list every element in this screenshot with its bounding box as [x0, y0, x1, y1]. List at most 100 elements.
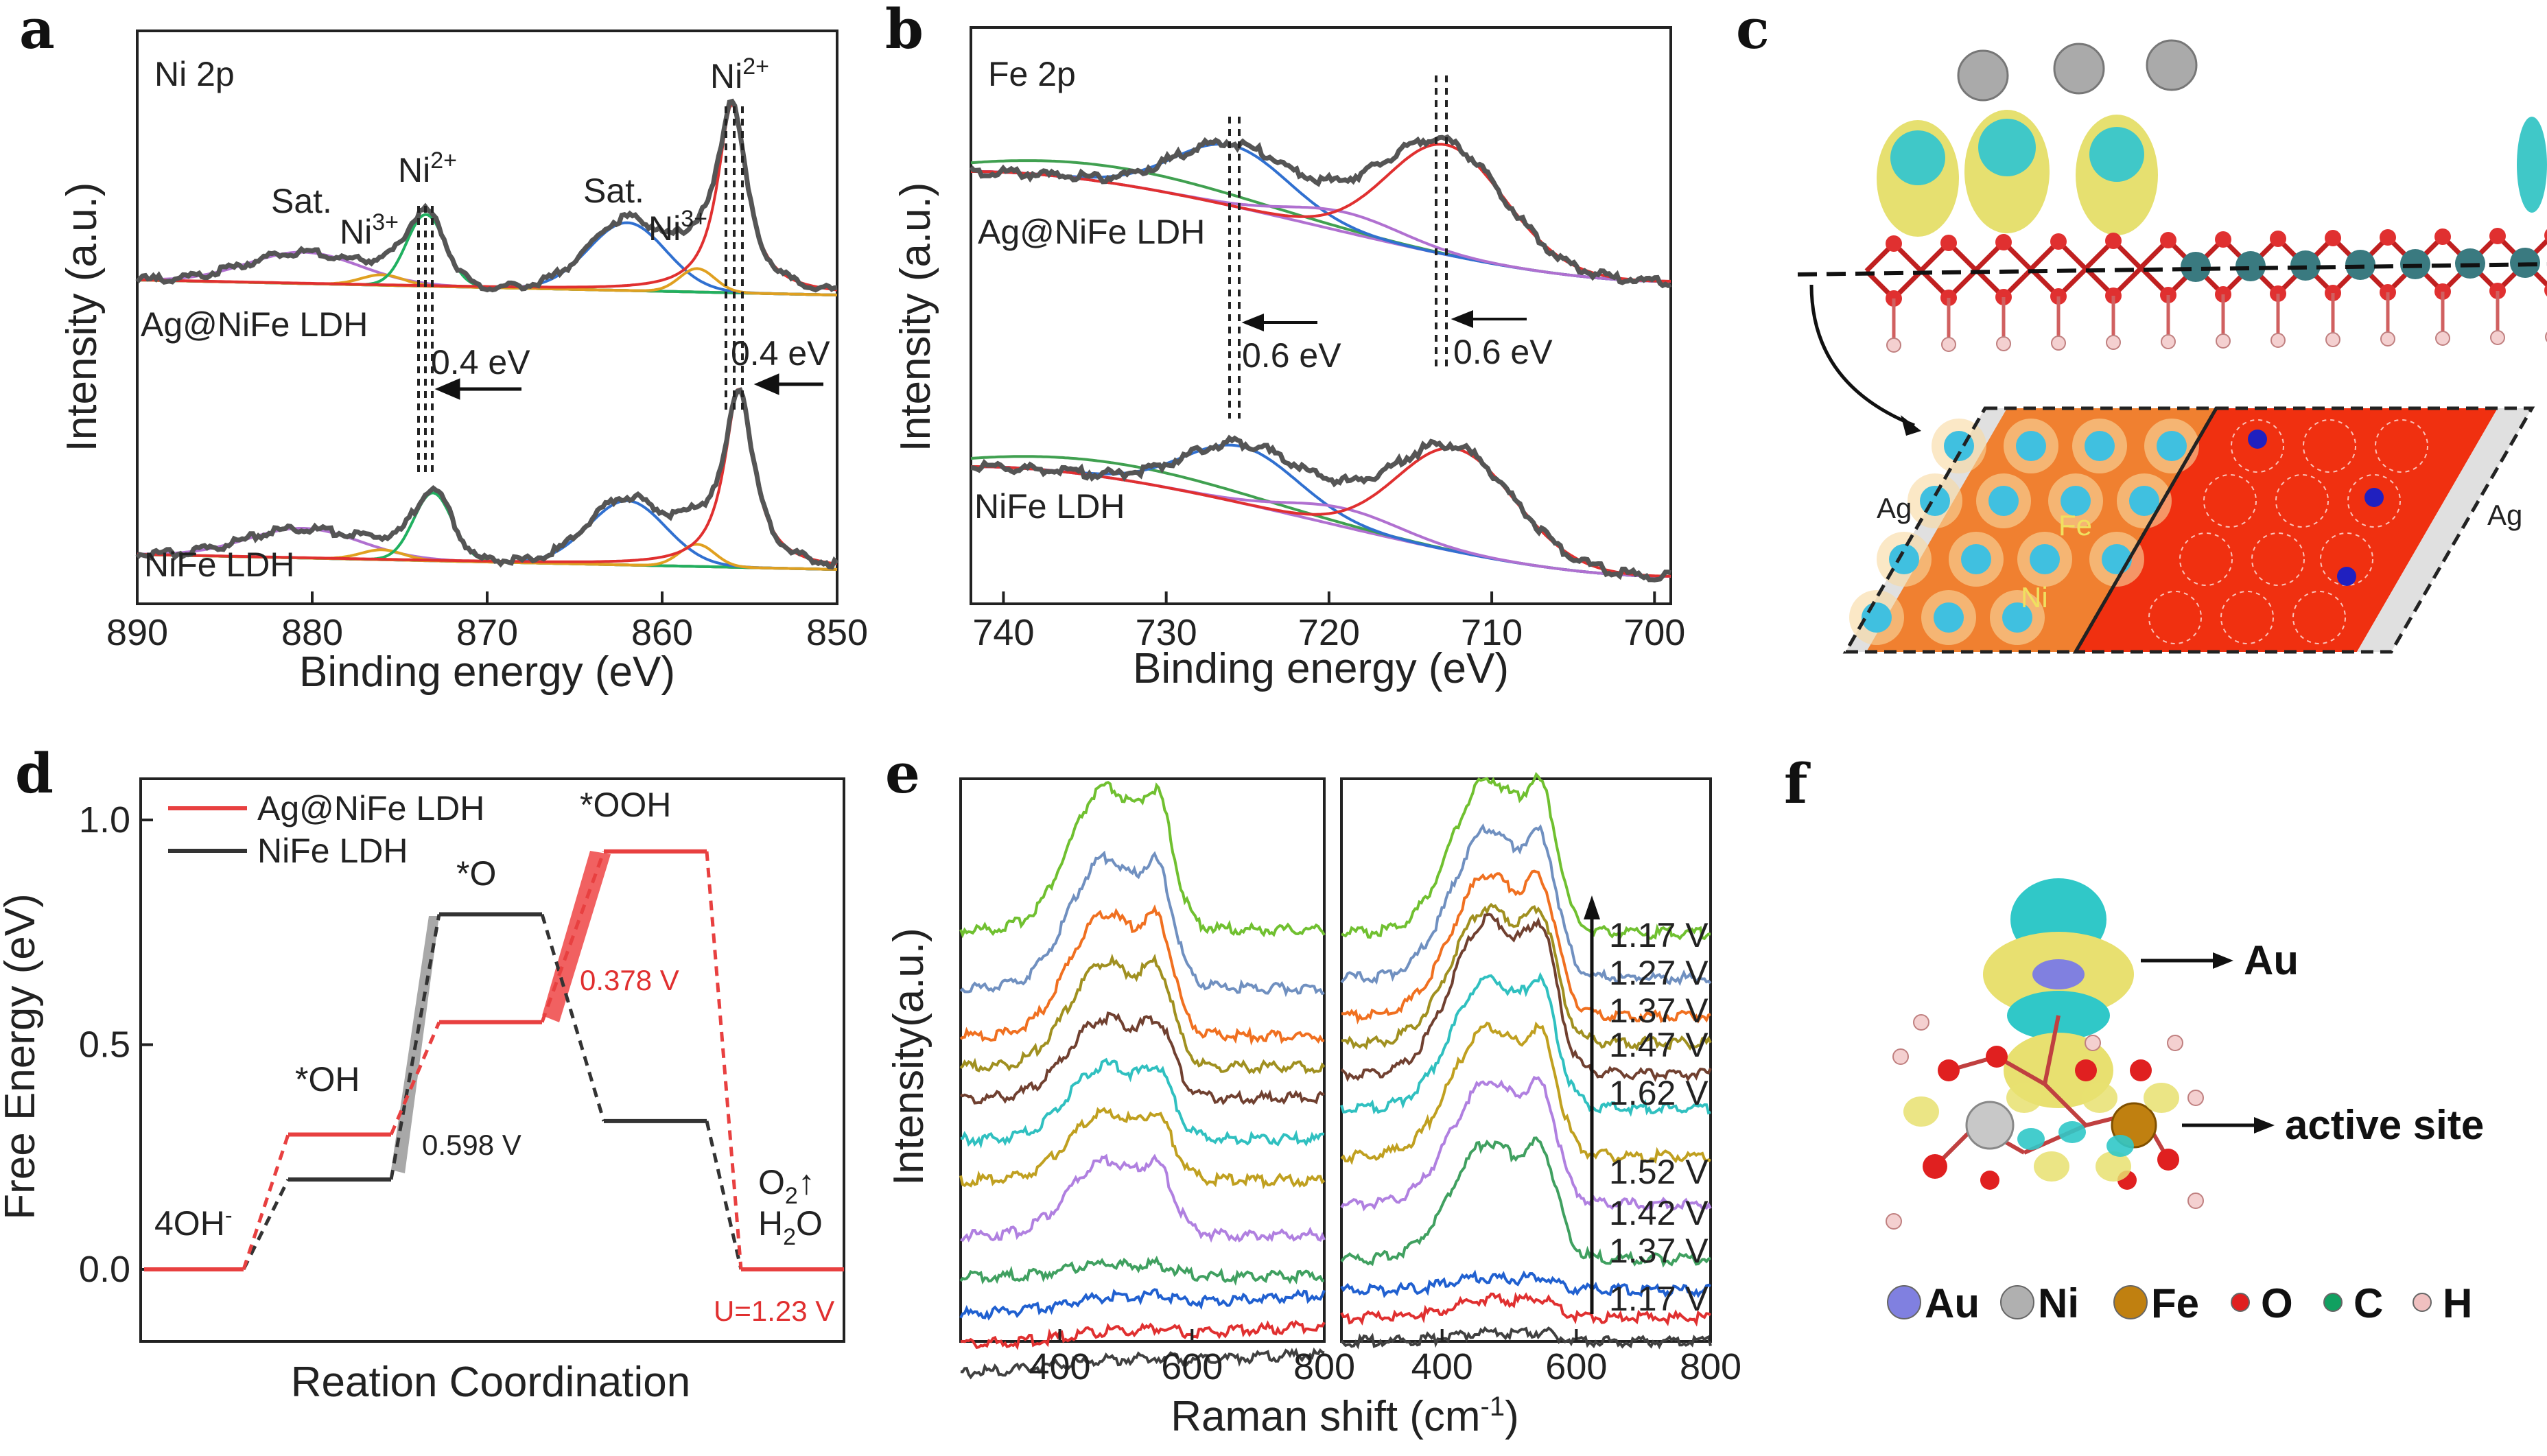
data-ni: [135, 387, 839, 570]
series-label-a2: NiFe LDH: [144, 545, 294, 584]
site-ring-c: [2347, 474, 2401, 528]
shift-guides-b: [1228, 75, 1448, 419]
label-ni2-a1: Ni2+: [398, 148, 457, 189]
site-ring-c: [2320, 532, 2373, 586]
step-label-4oh: 4OH-: [154, 1203, 232, 1243]
x-axis-label-d: Reation Coordination: [291, 1359, 691, 1406]
density-blob-c: [2002, 602, 2032, 633]
label-u: U=1.23 V: [714, 1295, 834, 1327]
x-axis-label-b: Binding energy (eV): [1133, 645, 1509, 692]
curved-arrow-head-c: [1901, 415, 1921, 436]
legend-swatch-fe: [2113, 1285, 2148, 1319]
x-tick-label-a: 870: [456, 612, 518, 653]
x-ticks-b: 740 730 720 710 700: [972, 591, 1685, 653]
label-fe-c: Fe: [2058, 509, 2092, 541]
density-blob-c: [1961, 544, 1991, 574]
h-atom-f: [1886, 1213, 1902, 1230]
legend-label-au: Au: [1925, 1280, 1980, 1326]
density-blob-c: [2157, 431, 2187, 461]
connector-ag-0: [242, 1134, 290, 1270]
o-atom-c: [1886, 235, 1902, 252]
y-axis-label-b: Intensity (a.u.): [892, 183, 939, 452]
legend-label-ni: Ni: [2038, 1280, 2079, 1326]
potential-label-e: 1.42 V: [1609, 1194, 1709, 1232]
y-axis-label-a: Intensity (a.u.): [58, 183, 106, 452]
spectrum-left-1: [959, 850, 1325, 998]
density-blob-c: [2129, 486, 2159, 516]
potential-label-e: 1.17 V: [1609, 916, 1709, 954]
spectrum-left-3: [959, 953, 1326, 1075]
spectrum-left-11: [960, 1347, 1325, 1380]
y-tick-label-d: 0.5: [79, 1024, 130, 1066]
h-atom-c: [2106, 335, 2121, 350]
panel-label-c: c: [1736, 0, 1770, 61]
h-atom-c: [2270, 333, 2286, 348]
density-lobe-f: [2034, 1151, 2069, 1182]
legend-swatch-au: [1887, 1285, 1921, 1319]
h-atom-c: [2216, 333, 2231, 349]
legend-label-c: C: [2354, 1280, 2383, 1326]
label-ni3-a2: Ni3+: [648, 206, 707, 248]
density-blob-c: [2061, 486, 2091, 516]
potential-label-e: 1.52 V: [1609, 1153, 1709, 1191]
axes-frame-b: [970, 26, 1672, 605]
h-atom-c: [2380, 331, 2395, 347]
shift-arrows-a: [434, 373, 823, 400]
y-tick-label-d: 0.0: [79, 1249, 130, 1290]
bond-f: [2043, 1082, 2088, 1127]
x-tick-label-b: 700: [1623, 612, 1685, 653]
shift-label-b2: 0.6 eV: [1453, 333, 1553, 371]
spectrum-right-8: [1340, 1136, 1711, 1268]
legend-label-fe: Fe: [2151, 1280, 2199, 1326]
x-tick-label-b: 730: [1136, 612, 1197, 653]
metal-atom-c: [2181, 252, 2211, 282]
title-a: Ni 2p: [154, 55, 235, 93]
ldh-chain-c: [1864, 228, 2547, 353]
o-atom-c: [2434, 228, 2451, 245]
label-au-f: Au: [2244, 937, 2299, 983]
spectrum-right-10: [1340, 1291, 1711, 1327]
site-ring-c: [2292, 591, 2346, 644]
density-lobe-f: [2082, 1083, 2117, 1113]
x-tick-label-e-l: 600: [1161, 1346, 1223, 1387]
site-ring-c: [2220, 591, 2274, 644]
label-ag-c2: Ag: [2487, 499, 2522, 531]
legend-ag-d: Ag@NiFe LDH: [257, 789, 484, 827]
connector-ag-1: [389, 1021, 441, 1136]
density-lobe-cyan-f: [2017, 1128, 2045, 1150]
spectrum-right-7: [1340, 1075, 1712, 1214]
h-atom-f: [1913, 1014, 1929, 1031]
label-active-f: active site: [2285, 1102, 2484, 1148]
legend-label-h: H: [2443, 1280, 2472, 1326]
o-atom-c: [2544, 284, 2547, 296]
panel-label-b: b: [885, 0, 924, 61]
spectrum-right-11: [1340, 1326, 1712, 1350]
label-ni2-a2: Ni2+: [710, 54, 769, 95]
slice-map-c: [1842, 406, 2535, 654]
density-dot-c: [2364, 488, 2384, 507]
h-atom-c: [2325, 332, 2340, 347]
data-ag: [135, 98, 838, 293]
spectrum-left-4: [959, 1011, 1325, 1105]
h-atom-f: [2187, 1193, 2204, 1209]
spectrum-right-2: [1341, 869, 1711, 1025]
connector-ag-2: [540, 850, 606, 1023]
site-ring-c: [2275, 474, 2329, 528]
density-dot-c: [2337, 567, 2356, 586]
step-label-h2o: H2O: [758, 1204, 823, 1250]
x-tick-label-b: 720: [1298, 612, 1360, 653]
y-tick-label-d: 1.0: [79, 799, 130, 841]
density-lobe-cyan-f: [2058, 1121, 2086, 1143]
metal-atom-c: [2235, 251, 2266, 281]
x-tick-label-e-r: 800: [1680, 1346, 1741, 1387]
site-ring-c: [2375, 419, 2428, 473]
o-atom-f: [2157, 1149, 2179, 1171]
density-blob-c: [1934, 602, 1964, 633]
series-label-a1: Ag@NiFe LDH: [141, 305, 368, 344]
shift-label-b1: 0.6 eV: [1242, 336, 1341, 375]
o-atom-f: [1980, 1171, 1999, 1190]
bond-f: [2043, 1015, 2061, 1085]
site-ring-c: [2148, 591, 2202, 644]
legend-swatch-ni: [2000, 1285, 2034, 1319]
